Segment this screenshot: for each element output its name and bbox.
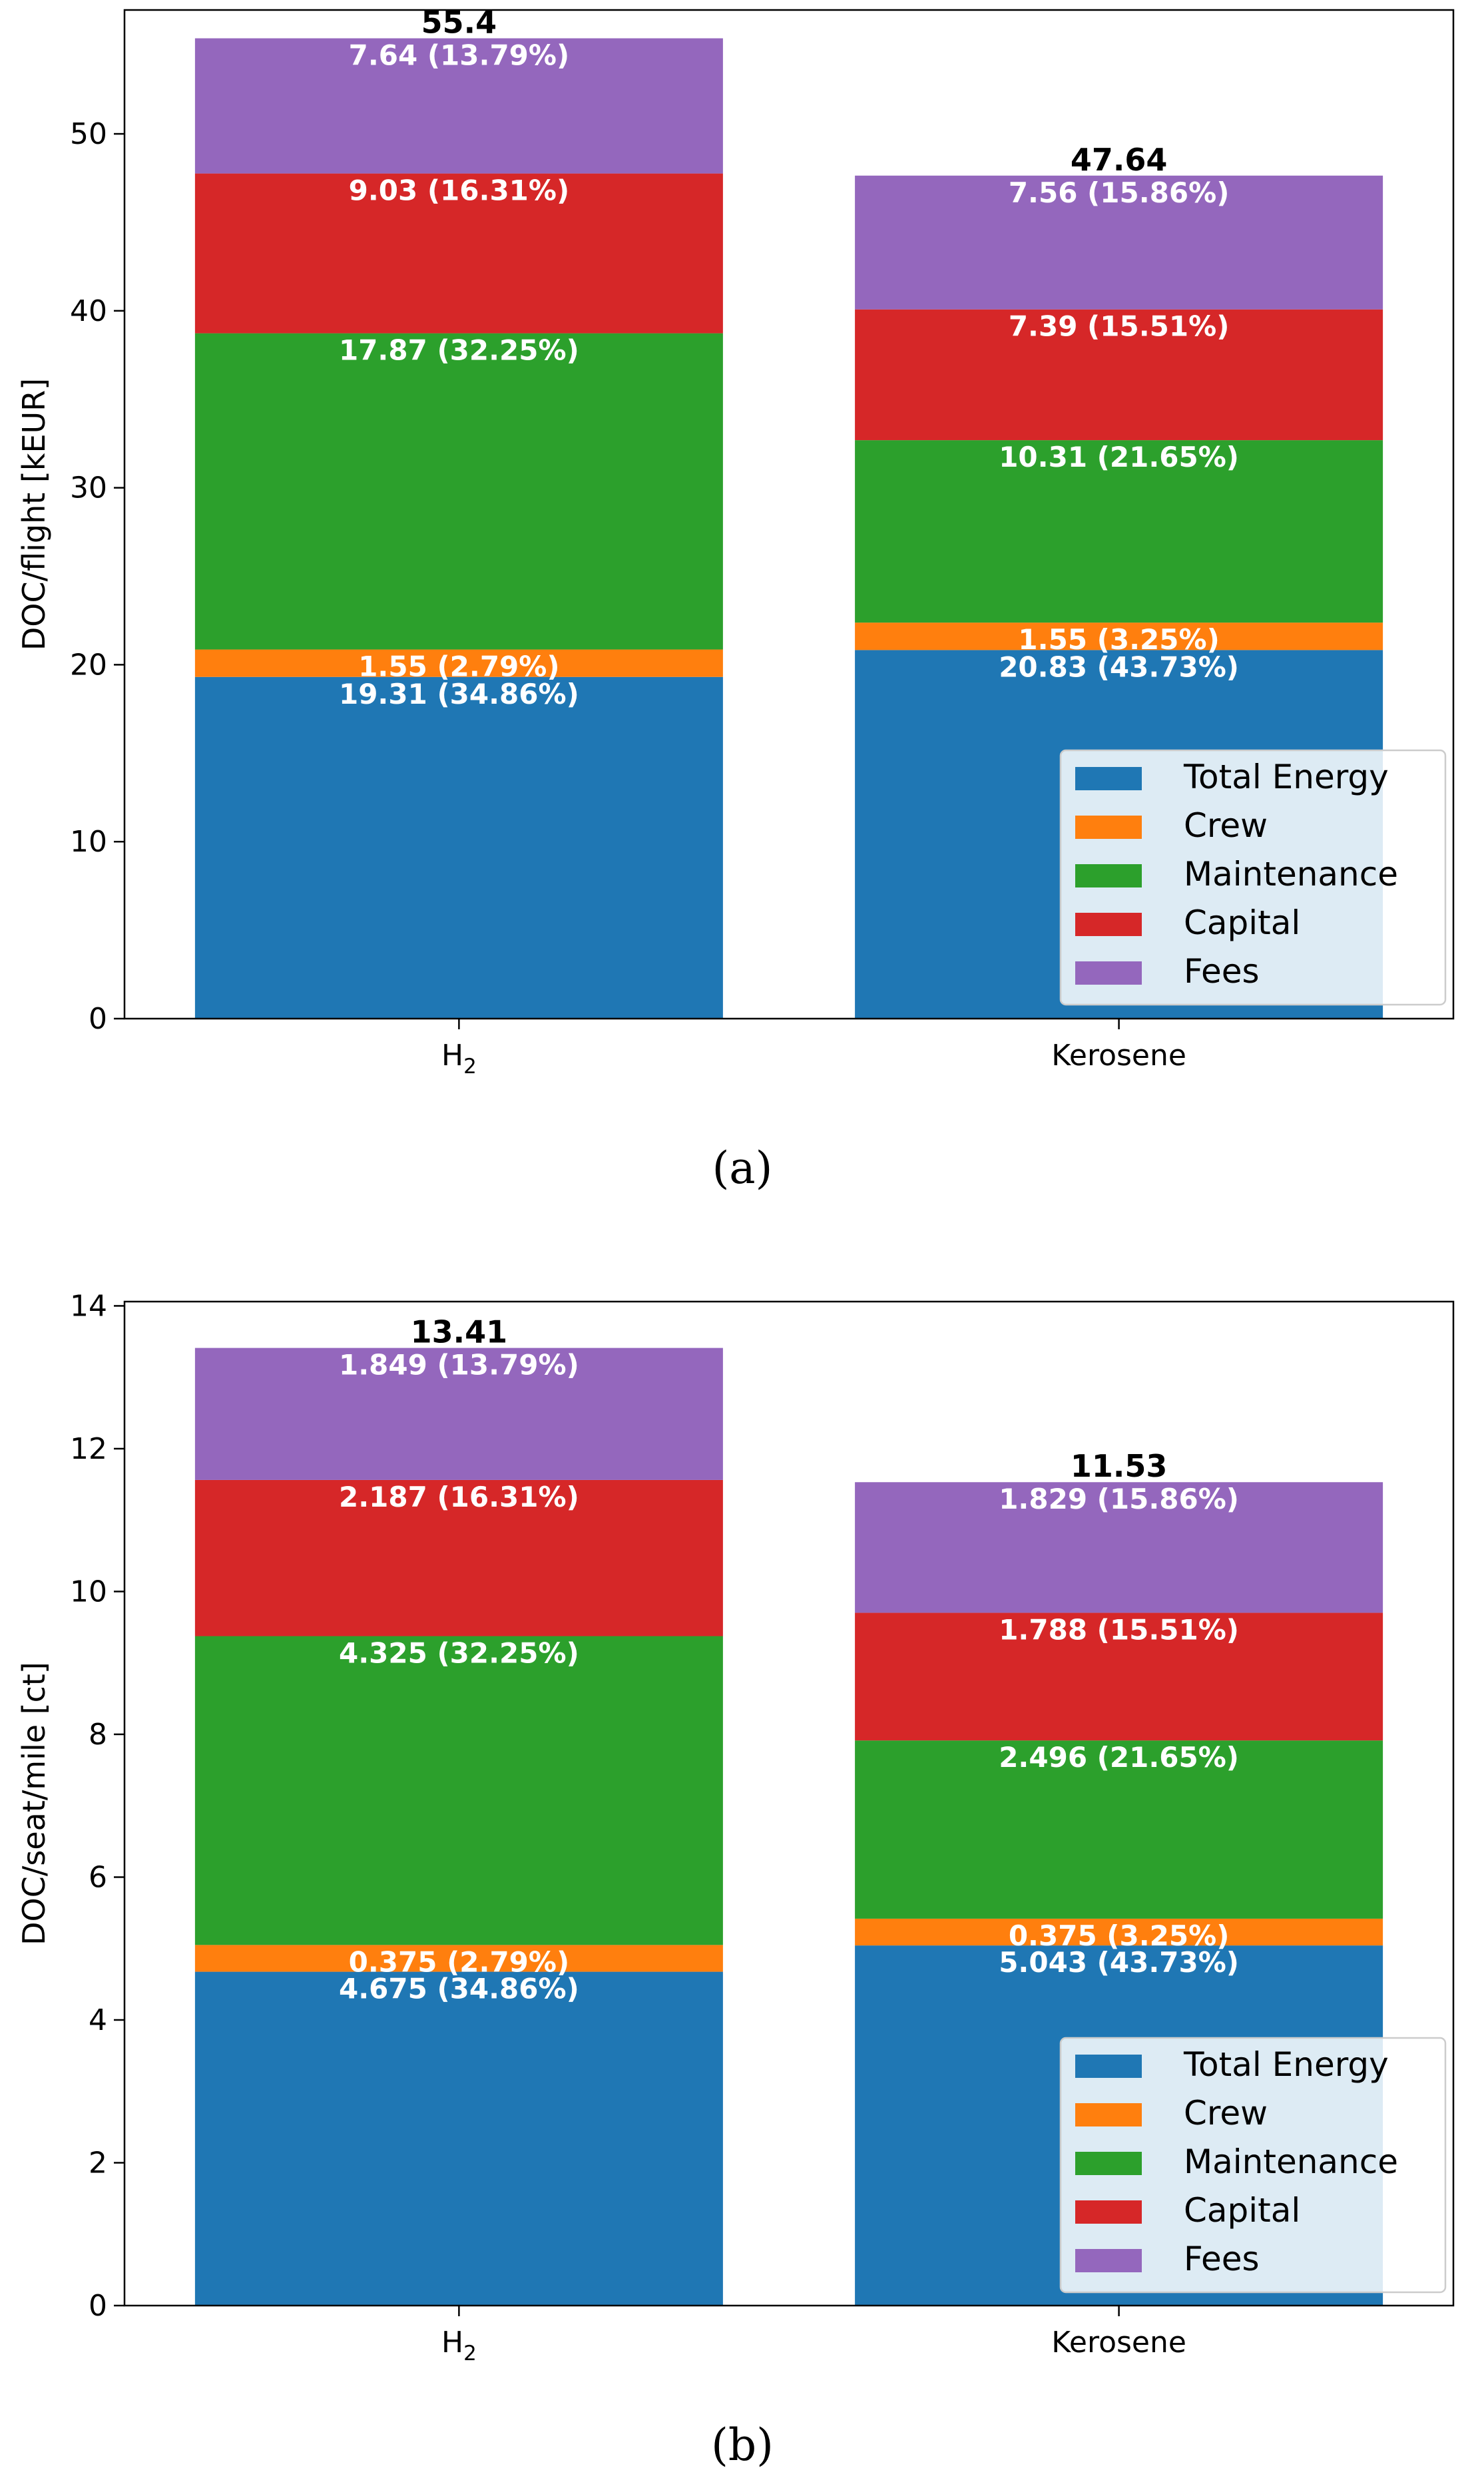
legend-label-total-energy: Total Energy (1183, 2045, 1389, 2084)
segment-label-capital-kerosene: 1.788 (15.51%) (999, 1613, 1239, 1646)
chart-b: 4.675 (34.86%)0.375 (2.79%) 4.325 (32.25%… (16, 1289, 1455, 2366)
y-tick-label: 0 (89, 2289, 107, 2323)
segment-label-capital-h2: 9.03 (16.31%) (349, 174, 570, 207)
legend-swatch-fees (1075, 2249, 1142, 2272)
bar-fees-h2 (194, 1348, 723, 1480)
y-tick-label: 4 (89, 2003, 107, 2037)
segment-label-total-energy-kerosene: 5.043 (43.73%) (999, 1946, 1239, 1979)
legend-swatch-maintenance (1075, 2152, 1142, 2175)
x-tick-label-kerosene: Kerosene (1051, 1039, 1186, 1073)
y-tick-label: 14 (70, 1289, 107, 1323)
y-tick-label: 10 (70, 1575, 107, 1609)
segment-label-crew-h2: 1.55 (2.79%) (358, 650, 559, 683)
y-axis-label: DOC/flight [kEUR] (16, 378, 52, 650)
segment-label-maintenance-kerosene: 2.496 (21.65%) (999, 1741, 1239, 1774)
legend-label-fees: Fees (1184, 2240, 1260, 2278)
bar-fees-kerosene (855, 1482, 1383, 1613)
x-tick-label-kerosene: Kerosene (1051, 2326, 1186, 2360)
legend-swatch-maintenance (1075, 864, 1142, 887)
chart-a: 19.31 (34.86%)1.55 (2.79%) 17.87 (32.25%)… (16, 5, 1455, 1079)
legend-label-crew: Crew (1184, 806, 1268, 845)
segment-label-fees-kerosene: 7.56 (15.86%) (1009, 176, 1230, 209)
caption-a: (a) (712, 1142, 773, 1194)
bar-fees-h2 (194, 38, 723, 174)
bar-maintenance-kerosene (855, 1740, 1383, 1919)
segment-label-total-energy-h2: 4.675 (34.86%) (339, 1973, 579, 2005)
y-tick-label: 30 (70, 471, 107, 505)
total-label-h2: 13.41 (411, 1314, 508, 1350)
segment-label-total-energy-h2: 19.31 (34.86%) (339, 678, 579, 710)
legend-swatch-total-energy (1075, 2055, 1142, 2078)
bar-maintenance-h2 (194, 333, 723, 650)
bar-crew-kerosene (855, 1918, 1383, 1946)
legend-swatch-capital (1075, 913, 1142, 936)
segment-label-fees-kerosene: 1.829 (15.86%) (999, 1483, 1239, 1515)
x-tick-label-h2: H2 (441, 1039, 477, 1079)
bar-capital-h2 (194, 173, 723, 334)
segment-label-crew-kerosene: 0.375 (3.25%) (1009, 1919, 1230, 1952)
segment-label-maintenance-kerosene: 10.31 (21.65%) (999, 441, 1239, 473)
bar-maintenance-kerosene (855, 440, 1383, 623)
y-tick-label: 2 (89, 2146, 107, 2180)
bar-crew-h2 (194, 1945, 723, 1972)
legend-swatch-capital (1075, 2200, 1142, 2224)
bar-fees-kerosene (855, 175, 1383, 310)
legend-label-fees: Fees (1184, 952, 1260, 991)
bar-capital-kerosene (855, 1613, 1383, 1741)
total-label-kerosene: 47.64 (1071, 142, 1168, 178)
legend: Total Energy Crew Maintenance Capital Fees (1059, 749, 1447, 1006)
bar-crew-h2 (194, 649, 723, 677)
legend-label-capital: Capital (1184, 2191, 1300, 2230)
legend-box (1059, 2037, 1447, 2294)
y-tick-label: 10 (70, 825, 107, 859)
legend: Total Energy Crew Maintenance Capital Fees (1059, 2037, 1447, 2294)
y-tick-label: 6 (89, 1860, 107, 1894)
y-axis-label: DOC/seat/mile [ct] (16, 1662, 52, 1945)
legend-label-capital: Capital (1184, 903, 1300, 942)
total-label-kerosene: 11.53 (1071, 1448, 1168, 1484)
legend-label-maintenance: Maintenance (1184, 855, 1398, 893)
bar-total-energy-h2 (194, 1971, 723, 2306)
y-tick-label: 40 (70, 294, 107, 328)
segment-label-crew-h2: 0.375 (2.79%) (349, 1945, 570, 1978)
segment-label-capital-h2: 2.187 (16.31%) (339, 1481, 579, 1513)
bar-maintenance-h2 (194, 1636, 723, 1945)
y-tick-label: 50 (70, 117, 107, 151)
segment-label-crew-kerosene: 1.55 (3.25%) (1018, 623, 1219, 656)
plot-frame (123, 1300, 1455, 2307)
legend-swatch-fees (1075, 961, 1142, 985)
y-tick-label: 8 (89, 1718, 107, 1752)
legend-label-total-energy: Total Energy (1183, 758, 1389, 796)
y-tick-label: 20 (70, 648, 107, 682)
segment-label-maintenance-h2: 4.325 (32.25%) (339, 1636, 579, 1669)
bar-capital-kerosene (855, 309, 1383, 441)
plot-frame (123, 9, 1455, 1020)
legend-box (1059, 749, 1447, 1006)
y-tick-label: 0 (89, 1002, 107, 1036)
bar-capital-h2 (194, 1479, 723, 1636)
legend-label-maintenance: Maintenance (1184, 2142, 1398, 2181)
legend-swatch-crew (1075, 2103, 1142, 2126)
y-tick-label: 12 (70, 1432, 107, 1466)
segment-label-capital-kerosene: 7.39 (15.51%) (1009, 310, 1230, 343)
caption-b: (b) (711, 2419, 774, 2471)
segment-label-fees-h2: 1.849 (13.79%) (339, 1349, 579, 1381)
segment-label-total-energy-kerosene: 20.83 (43.73%) (999, 650, 1239, 683)
bar-crew-kerosene (855, 622, 1383, 650)
bar-total-energy-h2 (194, 676, 723, 1019)
legend-swatch-crew (1075, 816, 1142, 839)
legend-label-crew: Crew (1184, 2094, 1268, 2132)
segment-label-maintenance-h2: 17.87 (32.25%) (339, 334, 579, 367)
legend-swatch-total-energy (1075, 767, 1142, 790)
x-tick-label-h2: H2 (441, 2326, 477, 2366)
segment-label-fees-h2: 7.64 (13.79%) (349, 39, 570, 72)
